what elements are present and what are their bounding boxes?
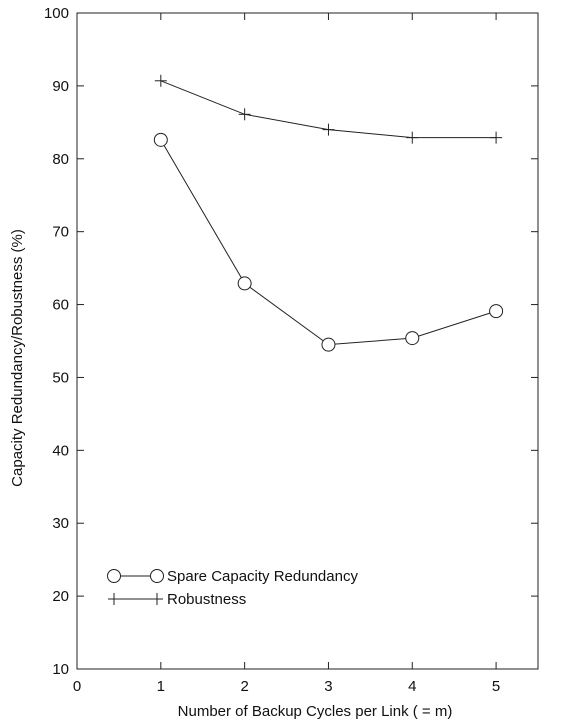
y-axis-ticks: 10 20 30 40 50 60 70 80 90 100 — [44, 5, 538, 678]
legend-marker — [150, 569, 164, 583]
x-tick-label: 4 — [408, 678, 416, 695]
y-tick-label: 100 — [44, 5, 69, 22]
data-point-robustness — [490, 131, 503, 144]
data-point-robustness — [238, 108, 251, 121]
y-tick-label: 30 — [52, 515, 69, 532]
legend-marker — [151, 593, 163, 605]
x-tick-label: 1 — [157, 678, 165, 695]
y-tick-label: 10 — [52, 661, 69, 678]
series-line-spare-capacity-redundancy — [160, 139, 497, 346]
x-axis-ticks: 0 1 2 3 4 5 — [73, 13, 500, 695]
x-axis-title: Number of Backup Cycles per Link ( = m) — [178, 703, 453, 720]
legend-label: Spare Capacity Redundancy — [167, 568, 358, 585]
plot-border — [76, 12, 539, 670]
data-point-spare-capacity-redundancy — [405, 331, 420, 346]
x-tick-label: 2 — [240, 678, 248, 695]
x-tick-label: 5 — [492, 678, 500, 695]
y-tick-label: 20 — [52, 588, 69, 605]
data-point-spare-capacity-redundancy — [153, 132, 168, 147]
series-spare-capacity-redundancy — [153, 132, 504, 352]
data-point-robustness — [154, 74, 167, 87]
legend-item-robustness: Robustness — [108, 591, 246, 608]
data-point-spare-capacity-redundancy — [237, 276, 252, 291]
x-tick-label: 3 — [324, 678, 332, 695]
legend: Spare Capacity Redundancy Robustness — [107, 568, 358, 608]
series-layer — [153, 74, 504, 352]
legend-label: Robustness — [167, 591, 246, 608]
y-tick-label: 80 — [52, 151, 69, 168]
y-tick-label: 90 — [52, 78, 69, 95]
legend-item-spare-capacity-redundancy: Spare Capacity Redundancy — [107, 568, 358, 585]
plot-frame — [76, 12, 539, 670]
legend-marker — [107, 569, 121, 583]
series-robustness — [154, 74, 503, 144]
x-tick-label: 0 — [73, 678, 81, 695]
y-tick-label: 50 — [52, 369, 69, 386]
data-point-spare-capacity-redundancy — [489, 304, 504, 319]
data-point-spare-capacity-redundancy — [321, 337, 336, 352]
legend-marker — [108, 593, 120, 605]
y-tick-label: 40 — [52, 442, 69, 459]
y-axis-title: Capacity Redundancy/Robustness (%) — [9, 229, 26, 487]
data-point-robustness — [406, 131, 419, 144]
y-tick-label: 70 — [52, 224, 69, 241]
y-tick-label: 60 — [52, 297, 69, 314]
data-point-robustness — [322, 123, 335, 136]
